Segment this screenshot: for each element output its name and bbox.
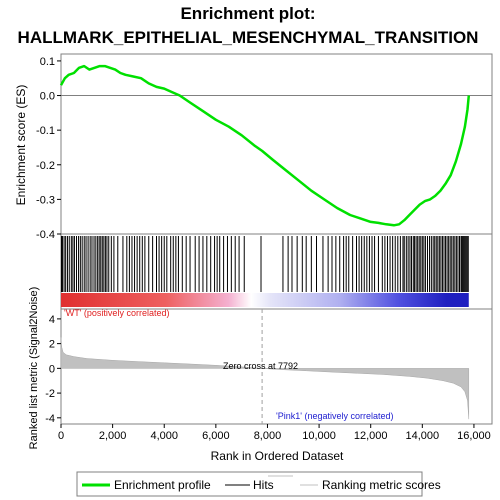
x-tick-label: 14,000 bbox=[405, 430, 439, 442]
metric-axis-label: Ranked list metric (Signal2Noise) bbox=[28, 287, 40, 450]
es-tick-label: 0.1 bbox=[40, 56, 55, 68]
x-tick-label: 0 bbox=[58, 430, 64, 442]
es-tick-label: -0.4 bbox=[36, 229, 55, 241]
hits-panel bbox=[61, 236, 469, 307]
x-tick-label: 2,000 bbox=[99, 430, 127, 442]
es-tick-label: 0.0 bbox=[40, 91, 55, 103]
zero-cross-label: Zero cross at 7792 bbox=[223, 361, 298, 371]
x-tick-label: 12,000 bbox=[354, 430, 388, 442]
x-axis-label: Rank in Ordered Dataset bbox=[211, 449, 344, 463]
legend-item-profile: Enrichment profile bbox=[114, 478, 211, 492]
positive-correlation-label: 'WT' (positively correlated) bbox=[64, 308, 169, 318]
legend-item-hits: Hits bbox=[253, 478, 274, 492]
chart-title-line1: Enrichment plot: bbox=[180, 4, 315, 23]
ranking-color-bar bbox=[61, 293, 469, 307]
x-tick-label: 8,000 bbox=[254, 430, 282, 442]
es-tick-label: -0.1 bbox=[36, 125, 55, 137]
es-panel-frame bbox=[60, 53, 493, 235]
metric-tick-label: 0 bbox=[49, 363, 55, 375]
metric-panel: 4 2 0 -2 -4 bbox=[45, 309, 470, 425]
es-axis-label: Enrichment score (ES) bbox=[14, 85, 28, 206]
metric-tick-label: 2 bbox=[49, 339, 55, 351]
metric-tick-label: -4 bbox=[45, 413, 55, 425]
chart-title-line2: HALLMARK_EPITHELIAL_MESENCHYMAL_TRANSITI… bbox=[18, 28, 479, 47]
metric-tick-label: 4 bbox=[49, 314, 55, 326]
enrichment-profile-line bbox=[59, 64, 471, 227]
negative-correlation-label: 'Pink1' (negatively correlated) bbox=[276, 411, 394, 421]
legend-item-metric: Ranking metric scores bbox=[322, 478, 441, 492]
es-tick-label: -0.3 bbox=[36, 194, 55, 206]
legend-frame bbox=[76, 471, 423, 497]
es-panel: 0.1 0.0 -0.1 -0.2 -0.3 -0.4 bbox=[36, 56, 492, 241]
ranking-metric-area bbox=[60, 337, 470, 420]
x-tick-label: 10,000 bbox=[302, 430, 336, 442]
x-axis: 0 2,000 4,000 6,000 8,000 10,000 12,000 14,000 1… bbox=[58, 424, 491, 442]
x-tick-label: 6,000 bbox=[202, 430, 230, 442]
es-tick-label: -0.2 bbox=[36, 160, 55, 172]
metric-tick-label: -2 bbox=[45, 388, 55, 400]
x-tick-label: 4,000 bbox=[150, 430, 178, 442]
legend: Enrichment profile Hits Ranking metric s… bbox=[76, 471, 441, 497]
x-tick-label: 16,000 bbox=[457, 430, 491, 442]
